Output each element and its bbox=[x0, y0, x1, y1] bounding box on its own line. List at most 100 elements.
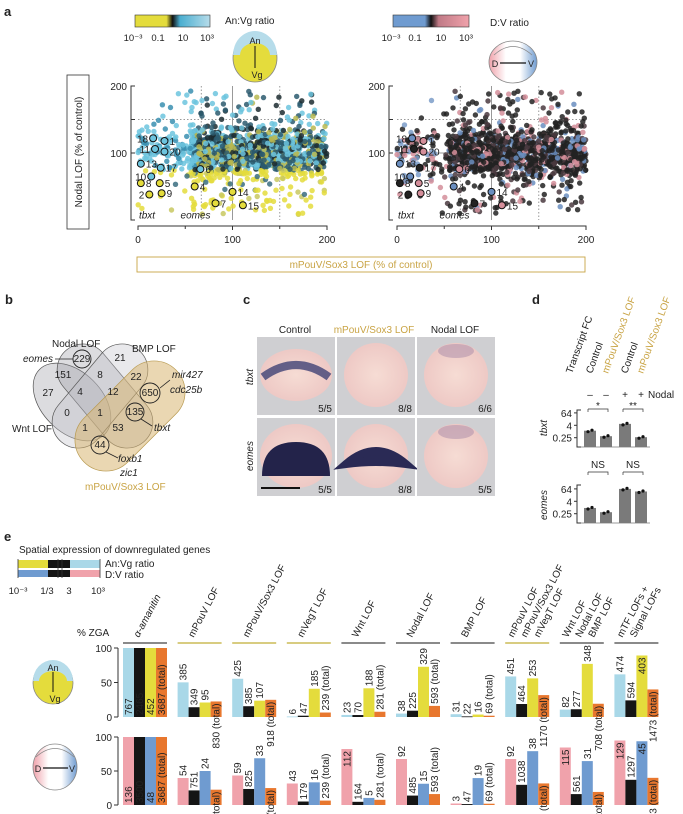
scatter-point bbox=[511, 144, 518, 150]
scatter-point bbox=[531, 134, 537, 140]
scatter-point bbox=[429, 148, 436, 155]
zga-bar bbox=[472, 778, 484, 805]
scatter-point bbox=[554, 165, 560, 171]
venn-gene-label: foxb1 bbox=[118, 454, 142, 465]
scatter-point bbox=[204, 163, 210, 169]
scatter-point bbox=[218, 124, 225, 130]
venn-count: 8 bbox=[97, 370, 103, 381]
scatter-point bbox=[399, 126, 406, 132]
replicate-dot bbox=[602, 435, 606, 439]
scatter-point bbox=[159, 102, 166, 108]
scatter-point bbox=[462, 106, 469, 112]
scatter-point bbox=[484, 111, 490, 118]
scatter-point bbox=[535, 144, 542, 150]
scatter-point bbox=[559, 89, 565, 95]
panel-label-a: a bbox=[4, 4, 12, 19]
scatter-point bbox=[430, 143, 436, 149]
scatter-point bbox=[437, 162, 443, 168]
scatter-point bbox=[155, 117, 162, 124]
scatter-point bbox=[290, 136, 296, 142]
scatter-point bbox=[149, 152, 156, 158]
scatter-point bbox=[554, 155, 561, 161]
scatter-point bbox=[198, 110, 204, 116]
zga-bar bbox=[396, 759, 407, 805]
scatter-point bbox=[565, 136, 571, 142]
ish-image: 5/5 bbox=[257, 418, 335, 496]
scatter-point bbox=[314, 171, 321, 177]
scatter-point bbox=[136, 129, 143, 135]
scatter-point bbox=[182, 99, 188, 106]
scatter-point bbox=[278, 140, 285, 146]
scatter-point bbox=[552, 95, 558, 101]
scatter-point bbox=[442, 194, 448, 201]
zga-bar bbox=[243, 788, 255, 805]
y-tick-label: 4 bbox=[566, 497, 572, 508]
scatter-point bbox=[505, 110, 512, 116]
scatter-point bbox=[184, 173, 190, 179]
scatter-point bbox=[224, 175, 231, 181]
ish-image: 8/8 bbox=[333, 418, 419, 496]
zga-bar bbox=[407, 795, 418, 805]
scatter-point bbox=[196, 133, 202, 139]
scatter-point bbox=[261, 207, 268, 214]
scatter-point bbox=[322, 123, 328, 130]
scatter-point bbox=[193, 99, 199, 106]
scatter-point bbox=[560, 170, 567, 176]
venn-count: 4 bbox=[77, 387, 83, 398]
bar-value-label: 59 bbox=[233, 762, 244, 774]
scatter-point bbox=[546, 110, 552, 116]
bar-value-label: 33 bbox=[255, 745, 266, 757]
scatter-point bbox=[477, 184, 483, 191]
bar-value-label: 385 bbox=[179, 663, 190, 680]
nodal-sign: – bbox=[587, 390, 593, 401]
zga-bar bbox=[450, 714, 462, 717]
scatter-point bbox=[568, 162, 574, 169]
scatter-point bbox=[220, 210, 226, 217]
scatter-point bbox=[558, 130, 564, 136]
bar-value-label: 188 bbox=[364, 669, 375, 686]
scatter-point bbox=[529, 147, 535, 153]
bar-value-label: 385 bbox=[244, 687, 255, 704]
scatter-point bbox=[308, 99, 315, 105]
bar-value-label: 107 bbox=[255, 682, 266, 699]
scatter-point bbox=[538, 166, 544, 172]
point-label: 6 bbox=[464, 165, 470, 176]
scatter-point bbox=[486, 91, 492, 97]
scatter-point bbox=[576, 91, 582, 97]
nodal-sign: + bbox=[638, 390, 644, 401]
scatter-point bbox=[448, 140, 454, 146]
venn-gene-label: tbxt bbox=[154, 423, 171, 434]
scatter-point bbox=[519, 142, 526, 148]
y-tick-label: 100 bbox=[95, 644, 112, 655]
scatter-point bbox=[570, 127, 577, 134]
bar-value-label: 561 bbox=[572, 775, 583, 792]
scatter-point bbox=[580, 129, 586, 135]
eomes-stain bbox=[333, 447, 419, 470]
significance-mark: * bbox=[596, 401, 600, 412]
bar-value-label: 3687 (total) bbox=[157, 752, 168, 803]
replicate-dot bbox=[590, 428, 594, 432]
labeled-point bbox=[404, 190, 413, 199]
qpcr-gene-tbxt: tbxt bbox=[539, 419, 550, 436]
scatter-point bbox=[230, 203, 236, 209]
scatter-point bbox=[261, 126, 267, 132]
scatter-point bbox=[238, 187, 244, 193]
x-tick-label: 0 bbox=[394, 235, 400, 246]
bar-value-label: 129 bbox=[615, 742, 626, 759]
labeled-point bbox=[395, 179, 404, 188]
scatter-point bbox=[556, 189, 562, 195]
scatter-point bbox=[139, 144, 145, 150]
zga-bar bbox=[461, 804, 473, 805]
scatter-point bbox=[526, 140, 532, 146]
point-label: 17 bbox=[166, 164, 178, 175]
point-label: 18 bbox=[137, 134, 149, 145]
scatter-point bbox=[451, 127, 457, 133]
scatter-point bbox=[466, 142, 472, 149]
bar-value-label: 348 bbox=[583, 645, 594, 662]
scatter-point bbox=[517, 198, 523, 205]
venn-count: 1 bbox=[97, 408, 103, 419]
scatter-point bbox=[497, 105, 504, 111]
scatter-point bbox=[169, 118, 176, 125]
bar-value-label: 451 bbox=[506, 657, 517, 674]
scatter-point bbox=[211, 150, 217, 156]
